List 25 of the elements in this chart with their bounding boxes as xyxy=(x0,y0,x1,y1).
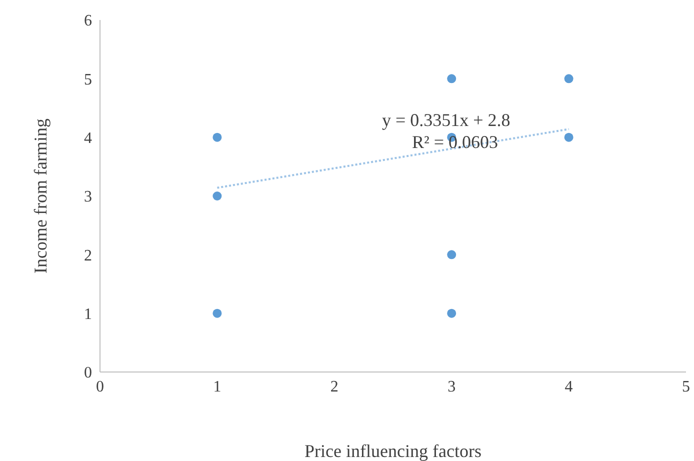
x-tick-label: 3 xyxy=(448,378,456,396)
y-tick-label: 5 xyxy=(84,71,92,88)
x-axis-title: Price influencing factors xyxy=(304,441,482,461)
point xyxy=(564,74,574,84)
point xyxy=(564,132,574,142)
y-tick-label: 1 xyxy=(84,306,92,324)
annotation: R² = 0.0603 xyxy=(412,132,498,152)
point xyxy=(447,308,456,318)
point xyxy=(447,74,456,84)
y-tick-label: 2 xyxy=(84,247,92,264)
point xyxy=(212,192,222,200)
annotation: y = 0.3351x + 2.8 xyxy=(382,110,510,130)
y-tick-label: 4 xyxy=(84,130,92,148)
y-tick-label: 3 xyxy=(84,188,92,206)
point xyxy=(447,250,456,260)
x-tick-label: 4 xyxy=(564,378,573,396)
y-axis-title: Income from farming xyxy=(30,118,50,274)
point xyxy=(212,132,222,142)
y-tick-label: 6 xyxy=(84,12,92,30)
y-tick-label: 0 xyxy=(84,364,92,382)
point xyxy=(212,308,222,318)
x-tick-label: 1 xyxy=(213,378,222,396)
x-tick-label: 2 xyxy=(330,378,338,396)
x-tick-label: 0 xyxy=(96,378,104,396)
x-tick-label: 5 xyxy=(682,378,690,396)
